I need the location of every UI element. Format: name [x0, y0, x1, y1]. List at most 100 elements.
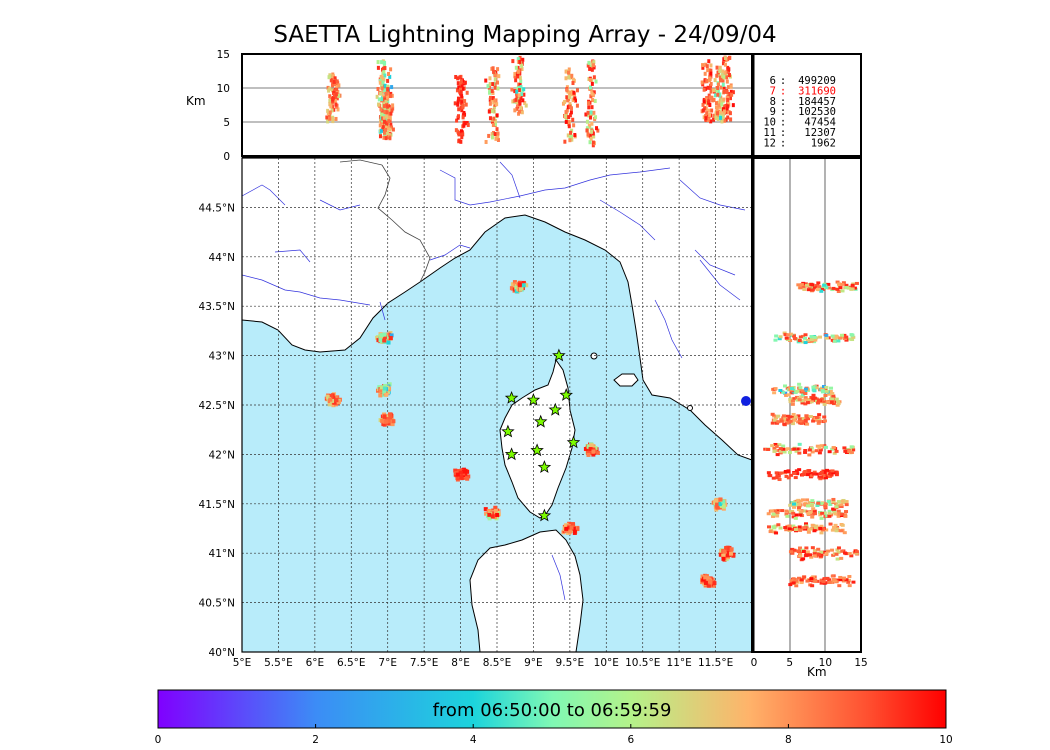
giglio-island [687, 405, 693, 411]
top-source-point [725, 69, 729, 74]
right-source-point [813, 526, 818, 530]
top-source-point [722, 75, 726, 80]
right-source-point [794, 395, 799, 399]
right-source-point [819, 444, 824, 448]
top-source-point [563, 139, 567, 144]
top-source-point [492, 105, 496, 110]
top-source-point [718, 75, 722, 80]
top-source-point [725, 79, 729, 84]
top-source-point [701, 108, 705, 113]
top-source-point [514, 97, 518, 102]
map-source-point [388, 415, 393, 420]
top-source-point [723, 118, 727, 123]
right-source-point [839, 556, 844, 560]
top-source-point [717, 100, 721, 105]
top-source-point [714, 93, 718, 98]
right-source-point [819, 289, 824, 293]
right-source-point [793, 516, 798, 520]
right-source-point [795, 398, 800, 402]
lon-tick-label: 5°E [233, 657, 252, 669]
right-source-point [786, 393, 791, 397]
stat-source-count: 1962 [811, 137, 836, 149]
top-source-point [514, 78, 518, 83]
map-source-point [495, 512, 500, 517]
top-source-point [383, 73, 387, 78]
top-source-point [376, 86, 380, 91]
right-source-point [813, 579, 818, 583]
right-source-point [810, 501, 815, 505]
map-source-point [509, 286, 514, 291]
right-source-point [799, 421, 804, 425]
top-source-point [591, 143, 595, 148]
right-source-point [834, 449, 839, 453]
top-source-point [724, 73, 728, 78]
station-star [559, 387, 573, 401]
top-source-point [521, 57, 525, 62]
top-source-point [519, 85, 523, 90]
top-source-point [713, 78, 717, 83]
right-source-point [844, 500, 849, 504]
top-source-point [380, 128, 384, 133]
right-source-point [827, 514, 832, 518]
right-source-point [831, 497, 836, 501]
station-star [504, 391, 519, 404]
top-source-point [332, 79, 336, 84]
map-source-point [327, 402, 332, 407]
top-source-point [325, 115, 329, 120]
stat-source-count: 499209 [798, 75, 836, 87]
right-source-point [788, 400, 793, 404]
right-source-point [819, 470, 824, 474]
top-source-point [710, 95, 714, 100]
right-source-point [813, 554, 818, 558]
right-source-point [791, 412, 796, 416]
right-source-point [844, 510, 849, 514]
right-source-point [800, 389, 805, 393]
top-source-point [567, 122, 571, 127]
top-source-point [589, 110, 593, 115]
right-source-point [785, 414, 790, 418]
top-source-point [389, 122, 393, 127]
lat-tick-label: 43.5°N [199, 301, 235, 313]
right-source-point [803, 387, 808, 391]
top-source-point [326, 108, 330, 113]
right-source-point [834, 473, 839, 477]
right-source-point [839, 529, 844, 533]
map-lightning-sources [324, 280, 736, 588]
right-source-point [803, 469, 808, 473]
top-source-point [385, 110, 389, 115]
top-source-point [513, 71, 517, 76]
map-source-point [722, 549, 727, 554]
right-source-point [831, 471, 836, 475]
top-source-point [488, 116, 492, 121]
top-source-point [382, 63, 386, 68]
right-source-point [796, 414, 801, 418]
map-source-point [461, 475, 466, 480]
right-source-point [827, 450, 832, 454]
top-source-point [383, 109, 387, 114]
right-source-point [819, 524, 824, 528]
right-source-point [815, 287, 820, 291]
right-source-point [850, 333, 855, 337]
top-source-point [493, 77, 497, 82]
right-source-point [834, 334, 839, 338]
right-source-point [828, 390, 833, 394]
right-source-point [786, 418, 791, 422]
right-source-point [799, 509, 804, 513]
top-source-point [568, 102, 572, 107]
right-source-point [775, 453, 780, 457]
top-source-point [566, 133, 570, 138]
right-source-point [766, 447, 771, 451]
right-source-point [797, 546, 802, 550]
top-source-point [565, 88, 569, 93]
lon-tick-label: 5.5°E [264, 657, 293, 669]
map-source-point [375, 335, 380, 340]
map-source-point [729, 547, 734, 552]
right-source-point [818, 448, 823, 452]
right-source-point [836, 509, 841, 513]
top-source-point [460, 135, 464, 140]
top-source-point [488, 101, 492, 106]
right-source-point [772, 414, 777, 418]
right-source-point [827, 392, 832, 396]
top-source-point [706, 85, 710, 90]
right-source-point [833, 523, 838, 527]
